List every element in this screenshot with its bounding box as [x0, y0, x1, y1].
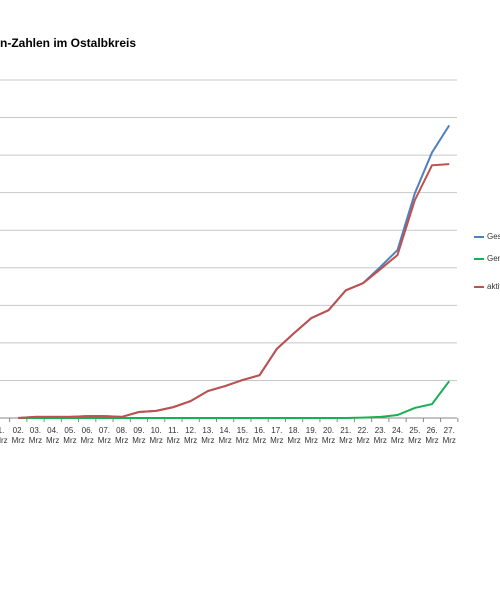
x-tick-label: 04. Mrz: [46, 426, 60, 445]
series-line: [18, 380, 450, 419]
x-tick-label: 25. Mrz: [408, 426, 422, 445]
x-tick-label: 1. Mrz: [0, 426, 8, 445]
series-line: [18, 124, 451, 419]
series-line: [18, 163, 450, 419]
legend-swatch: [474, 258, 484, 260]
legend-entry: Gesamtfälle: [474, 232, 500, 242]
legend-swatch: [474, 236, 484, 238]
legend-entry: aktive Fälle: [474, 282, 500, 292]
x-tick-label: 09. Mrz: [132, 426, 146, 445]
x-tick-label: 22. Mrz: [356, 426, 370, 445]
x-tick-label: 10. Mrz: [149, 426, 163, 445]
legend-entry: Genesene: [474, 254, 500, 264]
x-tick-label: 15. Mrz: [235, 426, 250, 445]
x-tick-label: 16. Mrz: [252, 426, 267, 445]
x-tick-label: 03. Mrz: [28, 426, 43, 445]
legend-label: Gesamtfälle: [487, 232, 500, 241]
legend-label: aktive Fälle: [487, 282, 500, 291]
x-tick-label: 11. Mrz: [166, 426, 181, 445]
x-tick-label: 14. Mrz: [218, 426, 232, 445]
x-tick-label: 08. Mrz: [115, 426, 129, 445]
x-tick-label: 26. Mrz: [425, 426, 439, 445]
x-tick-label: 19. Mrz: [304, 426, 318, 445]
x-tick-label: 05. Mrz: [63, 426, 77, 445]
x-tick-label: 18. Mrz: [287, 426, 301, 445]
legend-label: Genesene: [487, 254, 500, 263]
legend-swatch: [474, 286, 484, 288]
chart-title: n-Zahlen im Ostalbkreis: [0, 36, 137, 50]
x-tick-label: 02. Mrz: [11, 426, 25, 445]
x-tick-label: 24. Mrz: [390, 426, 405, 445]
x-tick-label: 07. Mrz: [97, 426, 112, 445]
x-tick-label: 27. Mrz: [442, 426, 456, 445]
x-tick-label: 06. Mrz: [80, 426, 94, 445]
x-tick-label: 21. Mrz: [339, 426, 353, 445]
x-tick-label: 23. Mrz: [373, 426, 387, 445]
x-tick-label: 12. Mrz: [183, 426, 198, 445]
x-tick-label: 13. Mrz: [201, 426, 215, 445]
x-tick-label: 17. Mrz: [270, 426, 284, 445]
x-tick-label: 20. Mrz: [321, 426, 336, 445]
